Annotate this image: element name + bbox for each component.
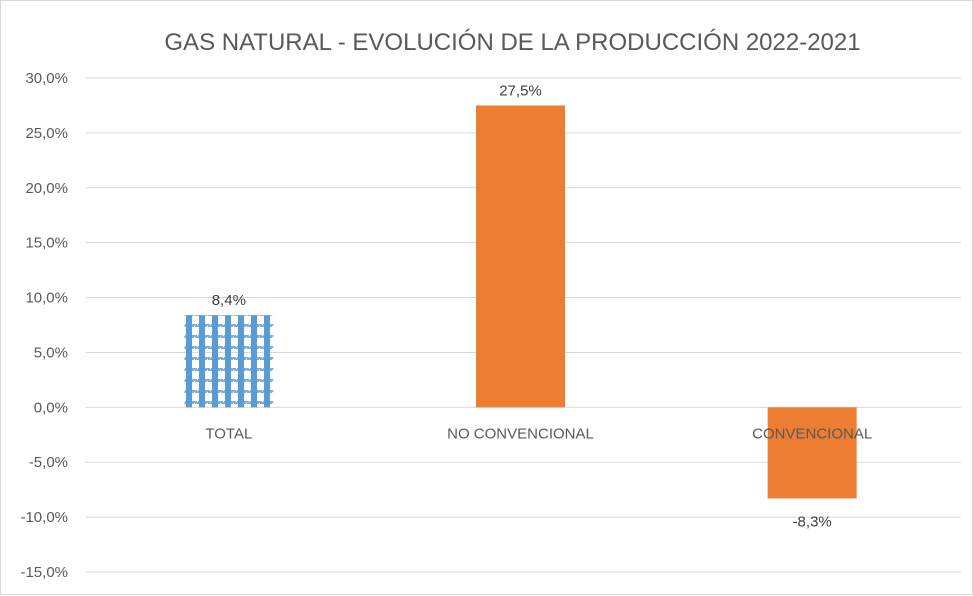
bar-total bbox=[184, 315, 274, 408]
y-tick-label: 30,0% bbox=[25, 70, 68, 87]
y-tick-label: 5,0% bbox=[34, 344, 68, 361]
x-category-label: TOTAL bbox=[205, 425, 252, 442]
data-label: -8,3% bbox=[793, 513, 832, 530]
y-tick-label: 20,0% bbox=[25, 180, 68, 197]
x-category-label: CONVENCIONAL bbox=[752, 425, 872, 442]
y-tick-label: 0,0% bbox=[34, 399, 68, 416]
x-category-label: NO CONVENCIONAL bbox=[447, 425, 594, 442]
y-tick-label: -10,0% bbox=[20, 509, 68, 526]
y-tick-label: 15,0% bbox=[25, 235, 68, 252]
y-tick-label: -15,0% bbox=[20, 564, 68, 581]
bar-no-convencional bbox=[476, 105, 565, 408]
data-label: 27,5% bbox=[499, 82, 542, 99]
y-tick-label: 10,0% bbox=[25, 290, 68, 307]
data-label: 8,4% bbox=[212, 292, 246, 309]
y-tick-label: -5,0% bbox=[29, 454, 68, 471]
bar-convencional bbox=[767, 407, 857, 499]
y-tick-label: 25,0% bbox=[25, 125, 68, 142]
chart-title: GAS NATURAL - EVOLUCIÓN DE LA PRODUCCIÓN… bbox=[164, 29, 861, 56]
